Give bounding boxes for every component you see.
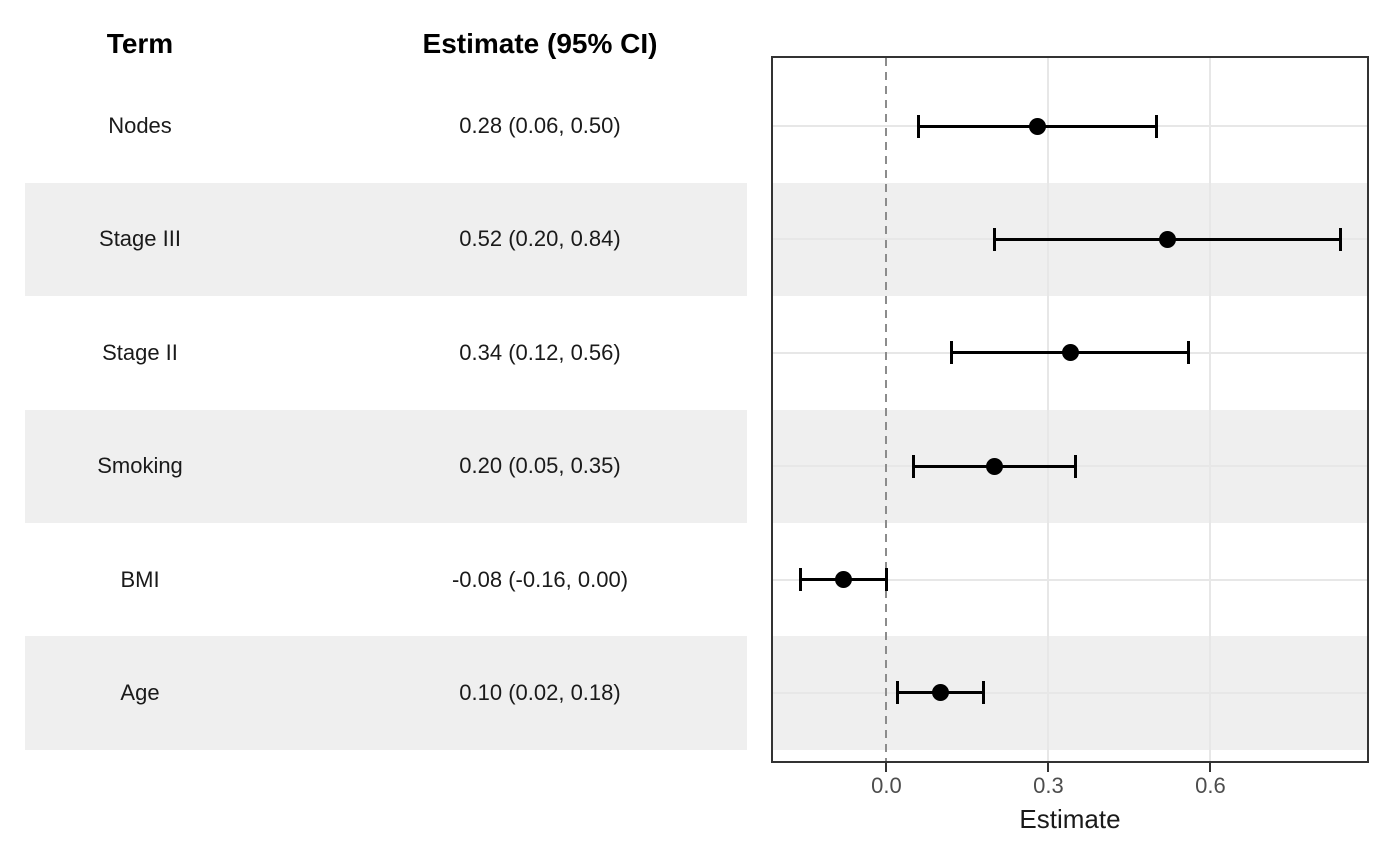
error-bar-cap-high [884,568,888,592]
estimate-point [1029,117,1047,135]
x-axis-tick [1047,763,1050,772]
x-gridline [1047,58,1050,761]
row-stripe [25,636,747,750]
error-bar-cap-low [911,454,915,478]
plot-panel [771,56,1369,763]
estimate-point [834,571,852,589]
error-bar-cap-low [895,681,899,705]
term-label: Age [120,679,160,705]
error-bar-cap-low [949,341,953,365]
x-axis-tick-label: 0.6 [1195,773,1226,798]
estimate-label: -0.08 (-0.16, 0.00) [451,566,629,592]
error-bar-cap-high [1338,227,1342,251]
estimate-point [985,457,1003,475]
x-axis-tick-label: 0.3 [1033,773,1064,798]
error-bar-cap-low [992,227,996,251]
error-bar-cap-high [982,681,986,705]
estimate-label: 0.52 (0.20, 0.84) [459,226,621,252]
term-label: BMI [120,566,160,592]
term-label: Nodes [108,113,172,139]
estimate-label: 0.20 (0.05, 0.35) [459,453,621,479]
estimate-point [1061,344,1079,362]
x-axis-title: Estimate [1019,804,1121,834]
term-label: Stage III [99,226,181,252]
zero-reference-line [885,58,888,761]
x-axis-tick-label: 0.0 [871,773,902,798]
row-stripe [25,409,747,523]
y-gridline [773,691,1367,694]
term-label: Smoking [97,453,183,479]
estimate-point [1158,230,1176,248]
row-stripe [25,182,747,297]
error-bar-cap-low [917,114,921,138]
x-axis-tick [885,763,888,772]
x-gridline [1209,58,1212,761]
error-bar-cap-high [1154,114,1158,138]
error-bar-cap-low [798,568,802,592]
error-bar-cap-high [1073,454,1077,478]
estimate-label: 0.28 (0.06, 0.50) [459,113,621,139]
estimate-label: 0.34 (0.12, 0.56) [459,339,621,365]
estimate-point [931,684,949,702]
estimate-label: 0.10 (0.02, 0.18) [459,679,621,705]
estimate-column-header: Estimate (95% CI) [422,28,658,59]
term-label: Stage II [102,339,178,365]
term-column-header: Term [106,28,174,59]
error-bar-cap-high [1187,341,1191,365]
x-axis-tick [1209,763,1212,772]
y-gridline [773,578,1367,581]
